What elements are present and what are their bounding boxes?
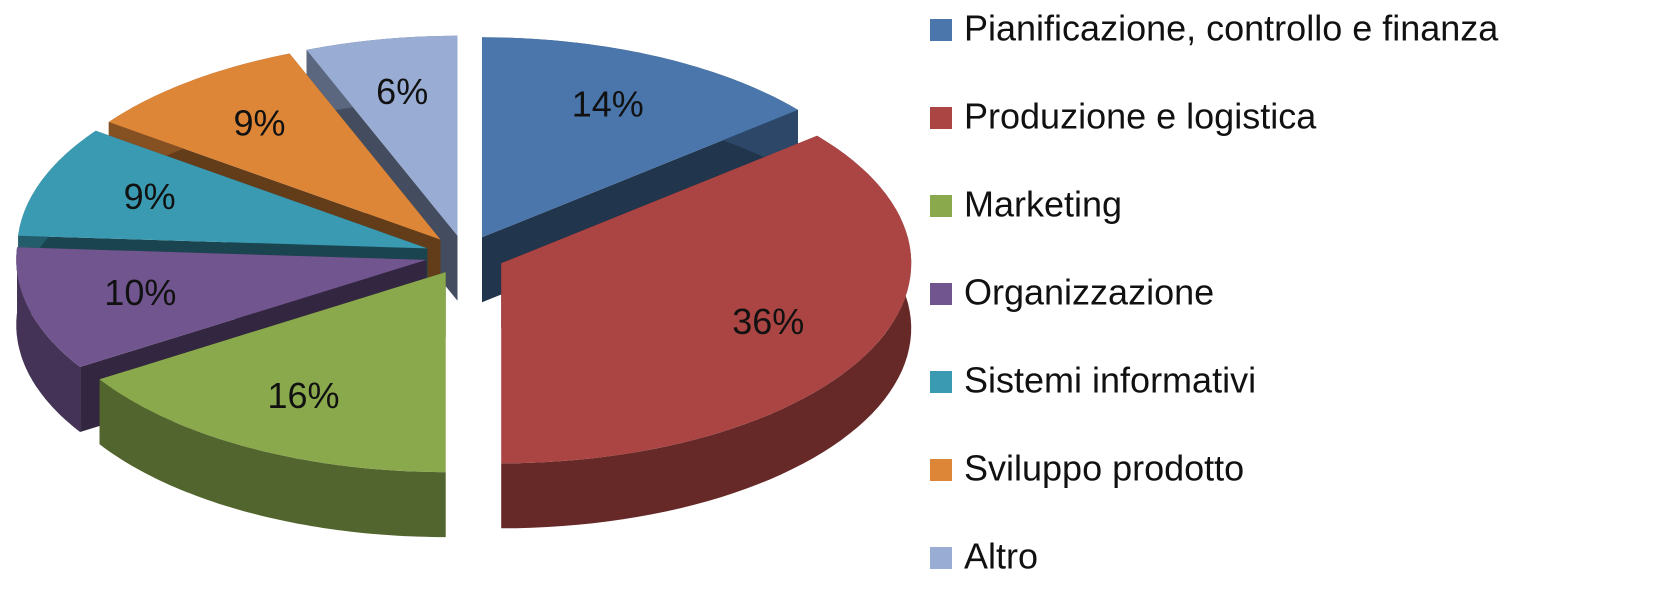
- slice: [99, 272, 446, 473]
- slice: [16, 247, 427, 367]
- slice-wall: [16, 247, 81, 432]
- value-label: 36%: [732, 301, 804, 342]
- slice-wall: [501, 135, 912, 529]
- legend-label: Marketing: [964, 184, 1122, 225]
- slice: [482, 37, 798, 238]
- legend-swatch: [930, 19, 952, 41]
- legend-swatch: [930, 459, 952, 481]
- value-label: 16%: [267, 375, 339, 416]
- value-label: 9%: [234, 102, 286, 143]
- legend-label: Sviluppo prodotto: [964, 448, 1244, 489]
- slice: [306, 35, 458, 236]
- legend-label: Organizzazione: [964, 272, 1214, 313]
- legend-label: Sistemi informativi: [964, 360, 1256, 401]
- slice: [501, 135, 912, 464]
- value-label: 10%: [104, 272, 176, 313]
- slice-tops: [16, 35, 912, 473]
- legend-label: Pianificazione, controllo e finanza: [964, 8, 1499, 49]
- legend-swatch: [930, 547, 952, 569]
- value-label: 14%: [572, 84, 644, 125]
- value-label: 9%: [124, 176, 176, 217]
- slice-wall: [99, 379, 446, 538]
- legend-swatch: [930, 195, 952, 217]
- legend-swatch: [930, 107, 952, 129]
- legend-swatch: [930, 283, 952, 305]
- value-label: 6%: [376, 71, 428, 112]
- slice: [108, 53, 441, 240]
- legend-label: Altro: [964, 536, 1038, 577]
- legend-label: Produzione e logistica: [964, 96, 1317, 137]
- legend-swatch: [930, 371, 952, 393]
- slice: [18, 130, 428, 249]
